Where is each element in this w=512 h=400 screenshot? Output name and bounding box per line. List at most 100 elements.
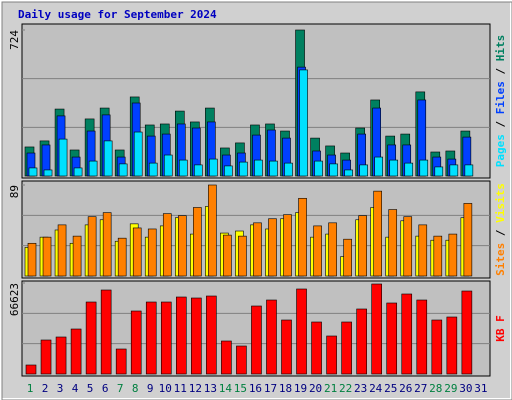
bar [206, 295, 217, 375]
bar [58, 138, 68, 177]
x-tick-label: 19 [294, 382, 307, 395]
x-tick-label: 14 [219, 382, 233, 395]
bar [269, 160, 278, 177]
bar [221, 340, 232, 375]
bar [118, 163, 128, 177]
bar [179, 159, 188, 177]
bar [133, 131, 143, 177]
x-tick-label: 21 [324, 382, 337, 395]
bar [25, 364, 37, 375]
bar [431, 319, 443, 375]
bar [463, 203, 473, 277]
x-tick-label: 29 [444, 382, 457, 395]
x-tick-label: 3 [57, 382, 64, 395]
bar [313, 225, 322, 277]
bar [446, 316, 458, 375]
bar [209, 158, 218, 177]
bar [296, 288, 307, 375]
bar [403, 216, 413, 277]
x-tick-label: 24 [369, 382, 383, 395]
bar [28, 167, 38, 177]
bar [371, 283, 382, 375]
bar [374, 156, 383, 177]
legend: Pages / Files / Hits [494, 35, 507, 168]
x-tick-label: 20 [309, 382, 322, 395]
bar [253, 222, 262, 277]
bar [448, 233, 458, 277]
bar [147, 228, 157, 277]
y-tick-label: 66623 [8, 283, 21, 316]
x-tick-label: 31 [474, 382, 487, 395]
bar [343, 238, 352, 277]
bar [239, 161, 248, 177]
x-tick-label: 12 [189, 382, 202, 395]
x-tick-label: 11 [174, 382, 187, 395]
legend: KB F [494, 315, 507, 342]
bar [268, 218, 277, 277]
x-tick-label: 18 [279, 382, 292, 395]
x-tick-label: 4 [72, 382, 79, 395]
x-tick-label: 10 [159, 382, 172, 395]
x-tick-label: 2 [42, 382, 49, 395]
bar [27, 242, 37, 277]
bar [449, 164, 459, 177]
x-tick-label: 8 [132, 382, 139, 395]
bar [193, 207, 202, 277]
bar [162, 213, 172, 277]
legend-entry: Visits [494, 183, 507, 223]
bar [117, 237, 127, 277]
x-tick-label: 22 [339, 382, 352, 395]
bar [419, 159, 429, 177]
bar [344, 169, 353, 177]
bar [42, 236, 52, 277]
bar [163, 154, 173, 177]
x-tick-label: 13 [204, 382, 217, 395]
bar [132, 227, 142, 277]
x-tick-label: 26 [399, 382, 412, 395]
legend-entry: Hits [494, 35, 507, 62]
bar [311, 321, 322, 375]
legend-separator: / [494, 61, 507, 81]
bar [130, 310, 142, 375]
bar [236, 345, 247, 375]
bar [40, 339, 52, 375]
bar [388, 209, 398, 277]
bar [100, 289, 112, 375]
x-tick-label: 9 [147, 382, 154, 395]
bar [341, 321, 352, 375]
bar [224, 165, 233, 177]
bar [148, 162, 158, 177]
bar [281, 319, 292, 375]
bar [284, 162, 293, 177]
bar [85, 301, 97, 375]
bar [401, 293, 413, 375]
bar [389, 159, 399, 177]
bar [103, 140, 113, 177]
bar [194, 164, 203, 177]
x-tick-label: 6 [102, 382, 109, 395]
bar [72, 235, 82, 277]
bar [298, 197, 307, 277]
bar [461, 290, 473, 375]
legend-separator: / [494, 223, 507, 243]
bar [418, 224, 428, 277]
bar [359, 164, 368, 177]
x-tick-label: 28 [429, 382, 442, 395]
x-tick-label: 17 [264, 382, 277, 395]
x-tick-label: 15 [234, 382, 247, 395]
bar [386, 302, 398, 375]
bar [433, 235, 443, 277]
bar [266, 299, 277, 375]
bar [299, 69, 308, 177]
bar [464, 164, 474, 177]
legend-separator: / [494, 114, 507, 134]
bar [55, 336, 67, 375]
legend-entry: KB F [494, 315, 507, 342]
x-tick-label: 25 [384, 382, 397, 395]
bar [73, 167, 83, 177]
bar [238, 235, 247, 277]
bar [356, 308, 367, 375]
